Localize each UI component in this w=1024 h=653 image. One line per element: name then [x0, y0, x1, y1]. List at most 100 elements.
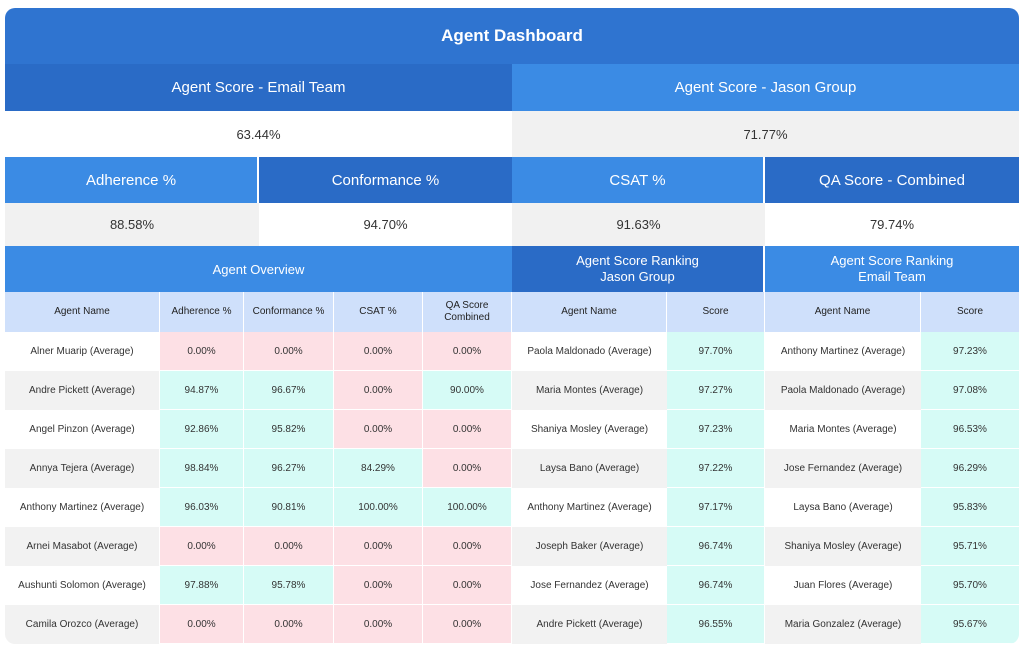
jason-score-cell: 97.22%	[667, 449, 765, 488]
table-row: Anthony Martinez (Average) 96.03% 90.81%…	[5, 488, 1019, 527]
agent-overview-header: Agent Overview	[5, 246, 512, 292]
table-row: Camila Orozco (Average) 0.00% 0.00% 0.00…	[5, 605, 1019, 644]
jason-col-score: Score	[667, 292, 765, 332]
overview-col-qa-line2: Combined	[444, 312, 490, 323]
overview-agent-name: Alner Muarip (Average)	[5, 332, 160, 371]
jason-col-agent-name: Agent Name	[512, 292, 667, 332]
table-row: Angel Pinzon (Average) 92.86% 95.82% 0.0…	[5, 410, 1019, 449]
jason-ranking-header-line1: Agent Score Ranking	[576, 253, 699, 268]
overview-conformance-cell: 95.82%	[244, 410, 334, 449]
adherence-header: Adherence %	[5, 157, 259, 203]
overview-qa-cell: 0.00%	[423, 527, 512, 566]
email-score-cell: 95.71%	[921, 527, 1019, 566]
overview-adherence-cell: 0.00%	[160, 527, 244, 566]
email-agent-name: Maria Gonzalez (Average)	[765, 605, 921, 644]
jason-agent-name: Paola Maldonado (Average)	[512, 332, 667, 371]
overview-conformance-cell: 95.78%	[244, 566, 334, 605]
adherence-value: 88.58%	[5, 203, 259, 246]
overview-conformance-cell: 90.81%	[244, 488, 334, 527]
overview-qa-cell: 100.00%	[423, 488, 512, 527]
overview-csat-cell: 0.00%	[334, 371, 423, 410]
overview-col-conformance: Conformance %	[244, 292, 334, 332]
jason-score-cell: 96.74%	[667, 566, 765, 605]
agent-score-header-row: Agent Score - Email Team Agent Score - J…	[5, 64, 1019, 111]
table-row: Aushunti Solomon (Average) 97.88% 95.78%…	[5, 566, 1019, 605]
jason-agent-name: Joseph Baker (Average)	[512, 527, 667, 566]
overview-adherence-cell: 94.87%	[160, 371, 244, 410]
overview-adherence-cell: 92.86%	[160, 410, 244, 449]
overview-adherence-cell: 98.84%	[160, 449, 244, 488]
email-team-score-value: 63.44%	[5, 111, 512, 157]
overview-adherence-cell: 96.03%	[160, 488, 244, 527]
overview-qa-cell: 0.00%	[423, 332, 512, 371]
overview-conformance-cell: 96.27%	[244, 449, 334, 488]
metric-header-row: Adherence % Conformance % CSAT % QA Scor…	[5, 157, 1019, 203]
jason-agent-name: Laysa Bano (Average)	[512, 449, 667, 488]
overview-csat-cell: 0.00%	[334, 527, 423, 566]
overview-agent-name: Annya Tejera (Average)	[5, 449, 160, 488]
email-score-cell: 95.83%	[921, 488, 1019, 527]
overview-agent-name: Arnei Masabot (Average)	[5, 527, 160, 566]
email-ranking-header: Agent Score Ranking Email Team	[765, 246, 1019, 292]
overview-col-qa-score: QA Score Combined	[423, 292, 512, 332]
overview-col-agent-name: Agent Name	[5, 292, 160, 332]
jason-agent-name: Anthony Martinez (Average)	[512, 488, 667, 527]
overview-csat-cell: 84.29%	[334, 449, 423, 488]
email-score-cell: 96.53%	[921, 410, 1019, 449]
email-agent-name: Juan Flores (Average)	[765, 566, 921, 605]
overview-conformance-cell: 0.00%	[244, 527, 334, 566]
email-ranking-header-line2: Email Team	[858, 269, 926, 284]
email-agent-name: Anthony Martinez (Average)	[765, 332, 921, 371]
conformance-header: Conformance %	[259, 157, 512, 203]
email-score-cell: 96.29%	[921, 449, 1019, 488]
jason-agent-name: Maria Montes (Average)	[512, 371, 667, 410]
metric-value-row: 88.58% 94.70% 91.63% 79.74%	[5, 203, 1019, 246]
overview-col-adherence: Adherence %	[160, 292, 244, 332]
email-agent-name: Jose Fernandez (Average)	[765, 449, 921, 488]
overview-conformance-cell: 0.00%	[244, 605, 334, 644]
jason-group-score-value: 71.77%	[512, 111, 1019, 157]
email-score-cell: 97.08%	[921, 371, 1019, 410]
overview-agent-name: Angel Pinzon (Average)	[5, 410, 160, 449]
overview-qa-cell: 90.00%	[423, 371, 512, 410]
jason-group-score-header: Agent Score - Jason Group	[512, 64, 1019, 111]
email-score-cell: 97.23%	[921, 332, 1019, 371]
table-row: Alner Muarip (Average) 0.00% 0.00% 0.00%…	[5, 332, 1019, 371]
email-agent-name: Paola Maldonado (Average)	[765, 371, 921, 410]
conformance-value: 94.70%	[259, 203, 512, 246]
overview-qa-cell: 0.00%	[423, 410, 512, 449]
jason-score-cell: 96.74%	[667, 527, 765, 566]
column-header-row: Agent Name Adherence % Conformance % CSA…	[5, 292, 1019, 332]
qa-score-combined-header: QA Score - Combined	[765, 157, 1019, 203]
table-row: Annya Tejera (Average) 98.84% 96.27% 84.…	[5, 449, 1019, 488]
data-table-body: Alner Muarip (Average) 0.00% 0.00% 0.00%…	[5, 332, 1019, 644]
section-header-row: Agent Overview Agent Score Ranking Jason…	[5, 246, 1019, 292]
table-row: Andre Pickett (Average) 94.87% 96.67% 0.…	[5, 371, 1019, 410]
csat-header: CSAT %	[512, 157, 765, 203]
overview-adherence-cell: 97.88%	[160, 566, 244, 605]
overview-csat-cell: 100.00%	[334, 488, 423, 527]
overview-col-qa-line1: QA Score	[445, 300, 489, 311]
overview-adherence-cell: 0.00%	[160, 332, 244, 371]
overview-agent-name: Anthony Martinez (Average)	[5, 488, 160, 527]
jason-ranking-header: Agent Score Ranking Jason Group	[512, 246, 765, 292]
overview-conformance-cell: 0.00%	[244, 332, 334, 371]
jason-ranking-header-line2: Jason Group	[600, 269, 675, 284]
overview-conformance-cell: 96.67%	[244, 371, 334, 410]
email-col-agent-name: Agent Name	[765, 292, 921, 332]
overview-qa-cell: 0.00%	[423, 605, 512, 644]
overview-csat-cell: 0.00%	[334, 566, 423, 605]
overview-csat-cell: 0.00%	[334, 410, 423, 449]
email-agent-name: Laysa Bano (Average)	[765, 488, 921, 527]
jason-agent-name: Jose Fernandez (Average)	[512, 566, 667, 605]
email-score-cell: 95.67%	[921, 605, 1019, 644]
overview-csat-cell: 0.00%	[334, 332, 423, 371]
overview-qa-cell: 0.00%	[423, 449, 512, 488]
overview-agent-name: Aushunti Solomon (Average)	[5, 566, 160, 605]
jason-score-cell: 96.55%	[667, 605, 765, 644]
csat-value: 91.63%	[512, 203, 765, 246]
overview-col-csat: CSAT %	[334, 292, 423, 332]
agent-dashboard: Agent Dashboard Agent Score - Email Team…	[5, 8, 1019, 644]
email-ranking-header-line1: Agent Score Ranking	[830, 253, 954, 268]
jason-score-cell: 97.23%	[667, 410, 765, 449]
